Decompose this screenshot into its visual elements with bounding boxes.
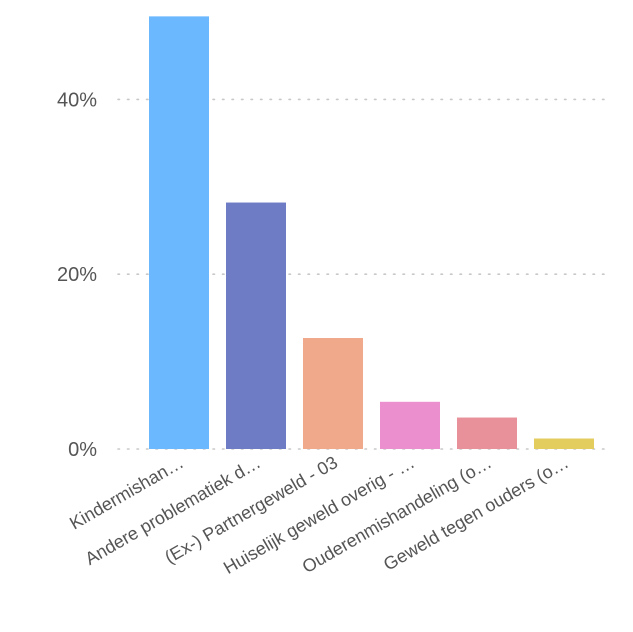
bar[interactable]: [380, 401, 440, 449]
y-axis-ticks: 0% 20% 40%: [57, 89, 97, 461]
bar[interactable]: [534, 438, 594, 449]
bar[interactable]: [226, 202, 286, 449]
bar[interactable]: [303, 338, 363, 449]
y-tick-label: 40%: [57, 89, 97, 111]
x-axis-labels: Kindermishan…Andere problematiek d…(Ex-)…: [66, 452, 572, 578]
y-tick-label: 0%: [68, 439, 97, 461]
gridlines: [117, 98, 613, 450]
y-tick-label: 20%: [57, 264, 97, 286]
bar[interactable]: [149, 16, 209, 450]
bars: [149, 16, 594, 450]
bar[interactable]: [457, 417, 517, 449]
